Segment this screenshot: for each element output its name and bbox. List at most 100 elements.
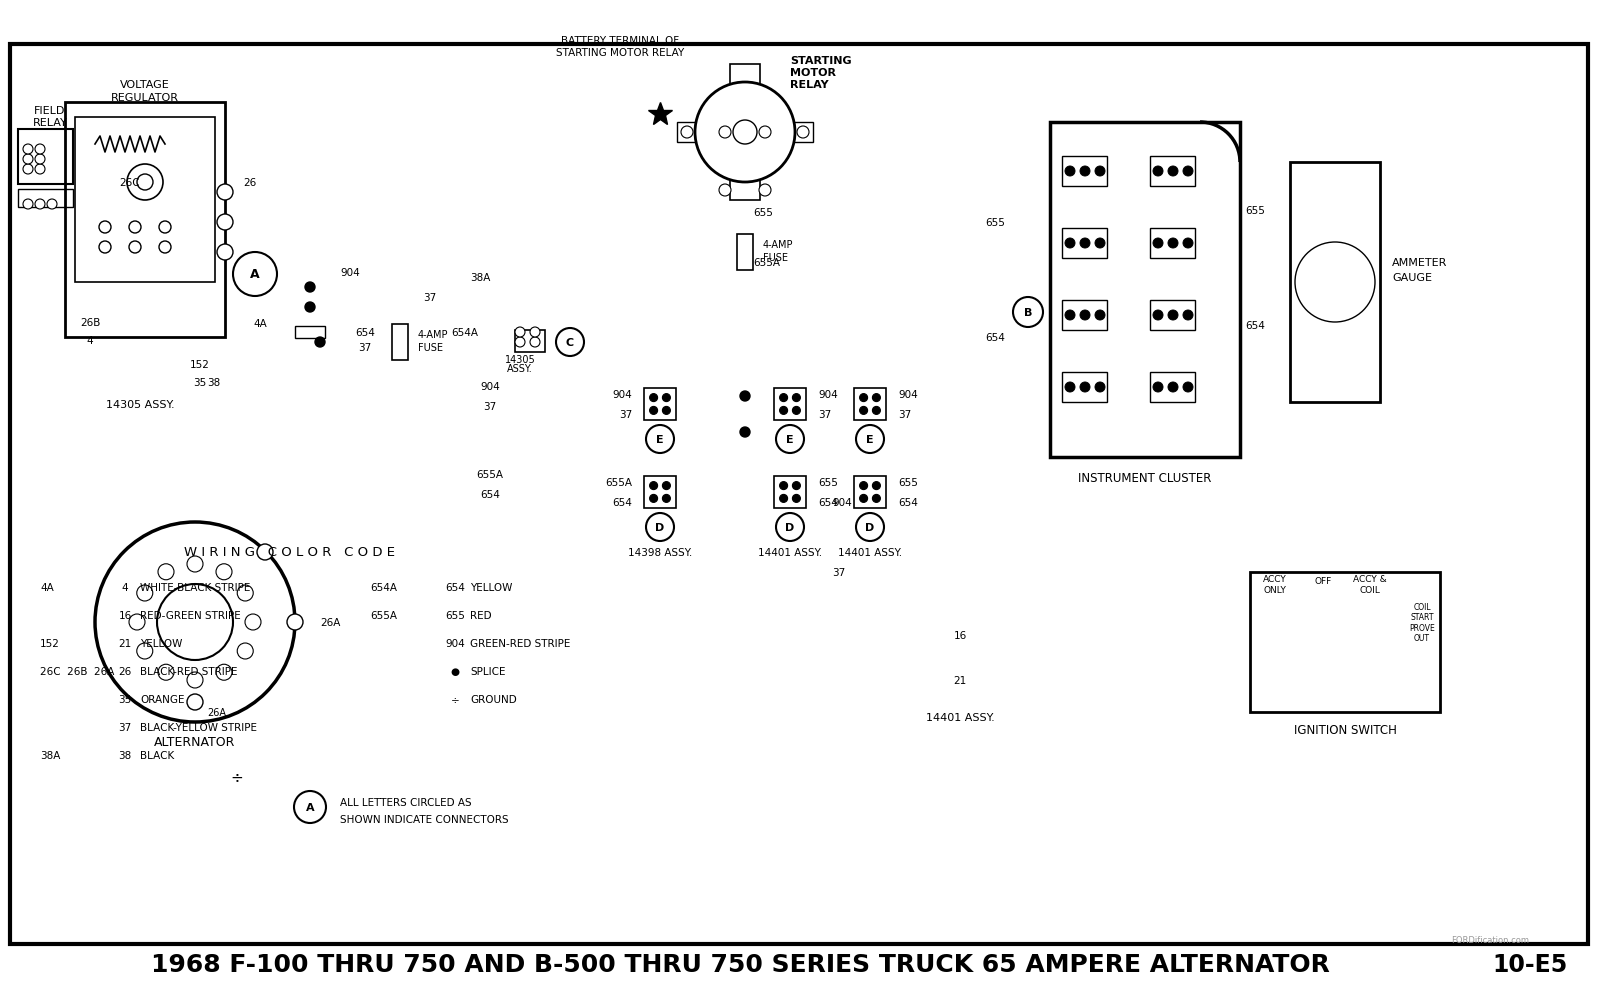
Text: 26A: 26A	[320, 617, 341, 627]
Circle shape	[130, 241, 141, 254]
Text: The '67-'72 Ford Pickup Resource: The '67-'72 Ford Pickup Resource	[491, 435, 909, 689]
Bar	[677, 123, 698, 143]
Text: 35: 35	[194, 378, 206, 388]
Text: FIELD: FIELD	[34, 106, 66, 116]
Circle shape	[792, 394, 800, 402]
Text: 654: 654	[898, 498, 918, 507]
Text: 26B: 26B	[80, 318, 101, 328]
Bar	[66, 103, 226, 338]
Text: 37: 37	[898, 410, 912, 420]
Circle shape	[1182, 167, 1194, 176]
Text: 654: 654	[445, 582, 466, 592]
Text: 37: 37	[358, 343, 371, 353]
Circle shape	[1154, 383, 1163, 393]
Text: 904: 904	[445, 638, 466, 648]
Circle shape	[218, 214, 234, 230]
Circle shape	[136, 643, 152, 659]
Bar	[18, 130, 74, 184]
Text: 38A: 38A	[470, 273, 490, 283]
Circle shape	[286, 614, 302, 630]
Circle shape	[234, 253, 277, 297]
Text: INSTRUMENT CLUSTER: INSTRUMENT CLUSTER	[1078, 471, 1211, 484]
Text: 904: 904	[341, 268, 360, 278]
Text: STARTING MOTOR RELAY: STARTING MOTOR RELAY	[555, 48, 685, 58]
Circle shape	[1154, 311, 1163, 321]
Bar	[1150, 373, 1195, 403]
Circle shape	[187, 556, 203, 572]
Text: 655: 655	[818, 478, 838, 488]
Circle shape	[758, 127, 771, 139]
Text: RED: RED	[470, 610, 491, 620]
Circle shape	[859, 407, 867, 415]
Circle shape	[1013, 298, 1043, 328]
Text: E: E	[786, 435, 794, 445]
Bar	[730, 180, 760, 200]
Bar	[515, 331, 546, 353]
Text: SHOWN INDICATE CONNECTORS: SHOWN INDICATE CONNECTORS	[339, 815, 509, 825]
Bar	[75, 118, 214, 283]
Circle shape	[694, 83, 795, 182]
Text: WHITE-BLACK STRIPE: WHITE-BLACK STRIPE	[141, 582, 250, 592]
Circle shape	[872, 482, 880, 490]
Text: 35: 35	[118, 694, 131, 704]
Text: 38: 38	[118, 750, 131, 761]
Circle shape	[797, 127, 810, 139]
Bar	[10, 45, 1587, 944]
Text: 904: 904	[898, 390, 918, 400]
Text: 37: 37	[832, 567, 845, 577]
Circle shape	[35, 165, 45, 174]
Text: 4A: 4A	[253, 319, 267, 329]
Circle shape	[779, 394, 787, 402]
Circle shape	[130, 221, 141, 233]
Circle shape	[237, 585, 253, 601]
Circle shape	[1094, 167, 1106, 176]
Text: 152: 152	[40, 638, 59, 648]
Text: 654: 654	[480, 490, 499, 500]
Text: A: A	[306, 803, 314, 813]
Text: FORDification.com: FORDification.com	[805, 291, 1096, 475]
Text: D: D	[866, 522, 875, 532]
Circle shape	[530, 328, 541, 338]
Circle shape	[872, 407, 880, 415]
Circle shape	[158, 664, 174, 680]
Text: 14398 ASSY.: 14398 ASSY.	[627, 547, 693, 557]
Text: ASSY.: ASSY.	[507, 364, 533, 374]
Circle shape	[1066, 383, 1075, 393]
Text: D: D	[786, 522, 795, 532]
Circle shape	[792, 407, 800, 415]
Text: FUSE: FUSE	[763, 253, 787, 263]
Text: A: A	[250, 269, 259, 282]
Text: ORANGE: ORANGE	[141, 694, 184, 704]
Circle shape	[218, 184, 234, 200]
Text: C: C	[566, 338, 574, 348]
Text: ACCY &
COIL: ACCY & COIL	[1354, 575, 1387, 594]
Text: 655: 655	[898, 478, 918, 488]
Text: 37: 37	[424, 293, 437, 303]
Circle shape	[35, 155, 45, 165]
Bar	[1062, 228, 1107, 259]
Bar	[738, 234, 754, 271]
Circle shape	[1168, 238, 1178, 248]
Bar	[730, 65, 760, 85]
Circle shape	[1182, 238, 1194, 248]
Circle shape	[872, 495, 880, 503]
Circle shape	[216, 664, 232, 680]
Text: D: D	[656, 522, 664, 532]
Bar	[643, 389, 675, 421]
Circle shape	[22, 165, 34, 174]
Circle shape	[136, 585, 152, 601]
Text: 655: 655	[986, 217, 1005, 227]
Text: 26A: 26A	[206, 707, 226, 717]
Circle shape	[35, 145, 45, 155]
Circle shape	[315, 338, 325, 348]
Bar	[1250, 572, 1440, 712]
Text: 21: 21	[954, 675, 966, 685]
Circle shape	[1168, 167, 1178, 176]
Text: BLACK: BLACK	[141, 750, 174, 761]
Bar	[794, 123, 813, 143]
Circle shape	[646, 426, 674, 454]
Circle shape	[158, 241, 171, 254]
Circle shape	[739, 428, 750, 438]
Text: 10-E5: 10-E5	[1493, 952, 1568, 976]
Circle shape	[99, 221, 110, 233]
